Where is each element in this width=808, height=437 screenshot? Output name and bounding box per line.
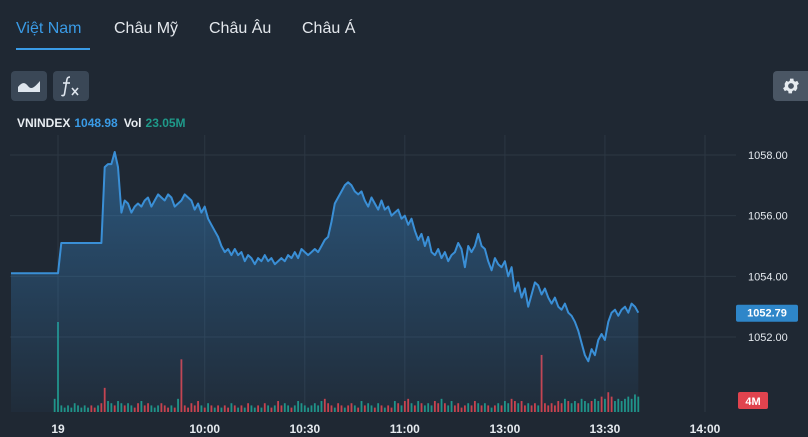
indicator-button[interactable] [53,71,89,101]
x-tick-label-1: 10:00 [189,422,220,436]
x-tick-label-5: 13:30 [590,422,621,436]
volume-label: 4M [745,396,760,408]
last-price-marker: 1052.79 [736,304,798,322]
tab-viet-nam[interactable]: Việt Nam [16,20,82,37]
volume-marker: 4M [738,392,768,409]
chart-style-button[interactable] [11,71,47,101]
market-tabs: Việt Nam Châu Mỹ Châu Âu Châu Á [0,0,808,56]
x-tick-label-2: 10:30 [289,422,320,436]
x-tick-label-6: 14:00 [690,422,721,436]
settings-button[interactable] [773,71,808,101]
chart-legend: VNINDEX 1048.98 Vol 23.05M [17,116,186,130]
y-tick-label-3: 1052.00 [748,332,788,344]
x-axis: 19 10:00 10:30 11:00 13:00 13:30 14:00 [51,422,720,436]
fx-icon [60,76,79,97]
x-tick-label-0: 19 [51,422,65,436]
legend-price: 1048.98 [74,116,118,130]
legend-vol: 23.05M [145,116,186,130]
tab-chau-au[interactable]: Châu Âu [209,20,272,37]
tab-chau-my[interactable]: Châu Mỹ [114,20,179,37]
volume-bar [637,396,640,412]
price-area [11,152,639,412]
legend-symbol: VNINDEX [17,116,71,130]
y-tick-label-1: 1056.00 [748,211,788,223]
legend-vol-label: Vol [123,116,142,130]
x-tick-label-3: 11:00 [390,422,420,436]
price-line [11,151,640,363]
y-tick-label-0: 1058.00 [748,150,788,162]
area-chart-icon [18,81,40,92]
x-tick-label-4: 13:00 [490,422,521,436]
last-price-label: 1052.79 [747,308,787,320]
tab-chau-a[interactable]: Châu Á [302,20,356,37]
y-tick-label-2: 1054.00 [748,271,788,283]
y-axis: 1058.00 1056.00 1054.00 1052.00 [748,150,788,344]
gear-icon [782,78,799,94]
active-tab-indicator [16,48,90,50]
